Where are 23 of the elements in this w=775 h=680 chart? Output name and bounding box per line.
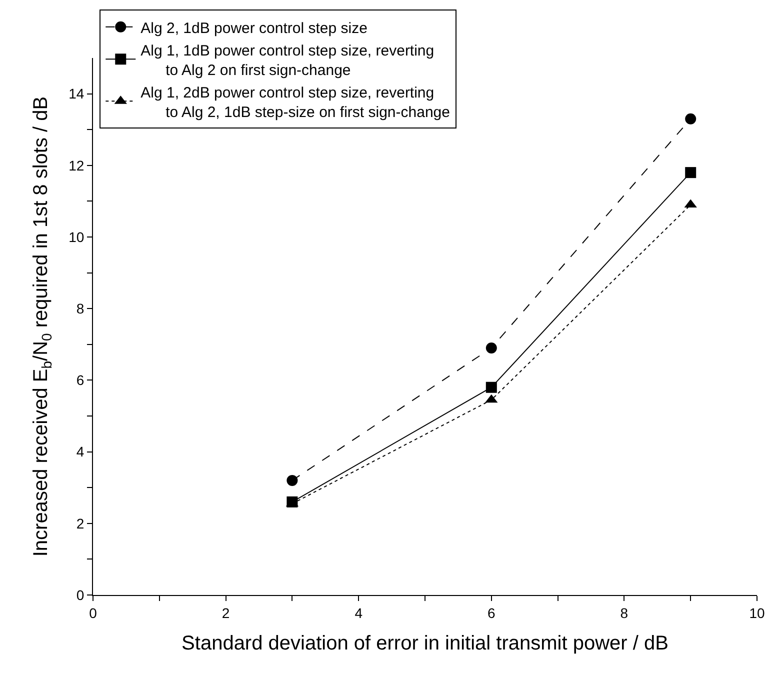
x-tick-label: 6: [488, 604, 496, 621]
y-tick-label: 8: [76, 300, 84, 316]
point: [486, 342, 497, 354]
x-tick-label: 4: [354, 604, 363, 621]
legend-label: Alg 1, 1dB power control step size, reverting to Alg 2 on first sign-change: [140, 42, 434, 79]
x-tick-label: 2: [222, 604, 230, 621]
x-tick-label: 8: [620, 604, 628, 621]
y-tick-label: 4: [76, 444, 84, 460]
y-tick-label: 2: [76, 515, 84, 532]
legend-label: Alg 2, 1dB power control step size: [140, 20, 368, 37]
point: [685, 113, 696, 124]
y-tick-label: 6: [76, 372, 84, 388]
y-tick-label: 0: [76, 586, 84, 603]
legend-label: Alg 1, 2dB power control step size, reverting to Alg 2, 1dB step-size on first sign-change: [140, 84, 450, 121]
y-tick-label: 14: [68, 86, 84, 102]
point: [286, 474, 298, 486]
y-tick-label: 10: [68, 228, 84, 245]
x-axis-title: Standard deviation of error in initial transmit power / dB: [182, 632, 668, 654]
x-tick-label: 10: [749, 604, 765, 621]
y-tick-label: 12: [68, 157, 84, 174]
point: [486, 382, 497, 393]
x-tick-label: 0: [89, 604, 98, 621]
point: [685, 167, 696, 178]
